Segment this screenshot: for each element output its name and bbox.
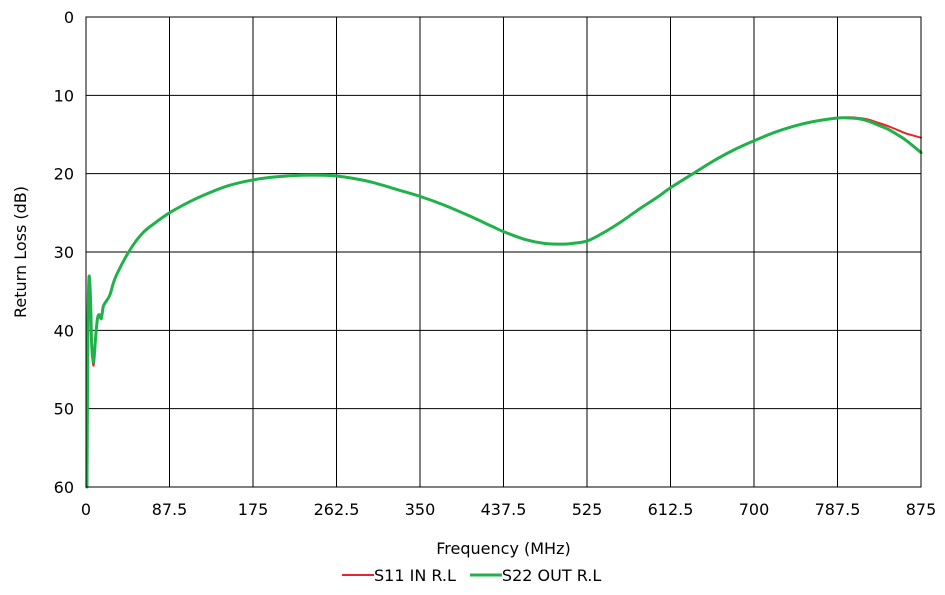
legend-label-1: S11 IN R.L [374,566,456,585]
x-tick-label: 437.5 [481,500,527,519]
x-tick-label: 525 [572,500,603,519]
x-tick-label: 0 [81,500,91,519]
legend: S11 IN R.L S22 OUT R.L [342,566,601,585]
x-tick-label: 700 [739,500,770,519]
x-tick-label: 262.5 [314,500,360,519]
y-tick-label: 40 [54,321,74,340]
series-lines [85,116,923,489]
x-tick-label: 612.5 [648,500,694,519]
x-tick-label: 175 [238,500,269,519]
x-tick-label: 350 [405,500,436,519]
y-tick-label: 10 [54,86,74,105]
y-axis-title: Return Loss (dB) [11,186,30,318]
x-axis-title: Frequency (MHz) [436,539,570,558]
legend-label-2: S22 OUT R.L [502,566,601,585]
x-tick-label: 87.5 [152,500,188,519]
y-tick-label: 60 [54,478,74,497]
y-tick-label: 50 [54,400,74,419]
x-tick-labels: 0 87.5 175 262.5 350 437.5 525 612.5 700 787.5 875 [81,500,936,519]
y-tick-label: 20 [54,165,74,184]
y-tick-label: 0 [64,8,74,27]
series-line-2 [85,116,923,489]
x-tick-label: 875 [906,500,937,519]
plot-frame [85,16,922,488]
x-tick-label: 787.5 [815,500,861,519]
y-tick-labels: 0 10 20 30 40 50 60 [54,8,74,497]
y-tick-label: 30 [54,243,74,262]
